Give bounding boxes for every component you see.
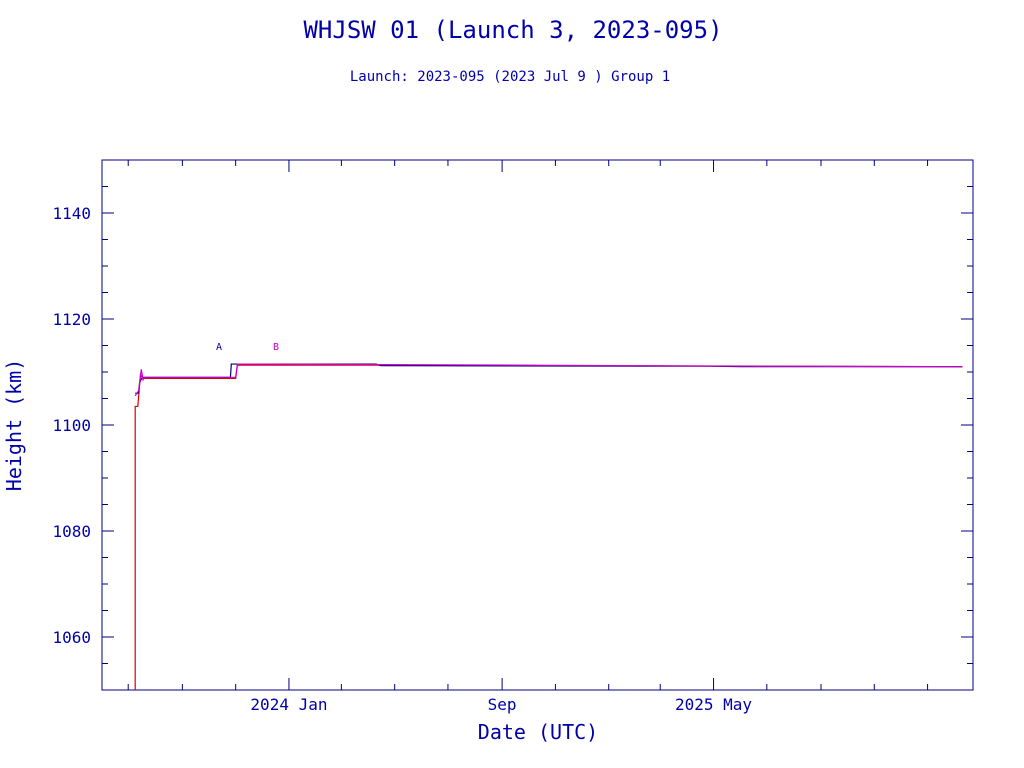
chart-title: WHJSW 01 (Launch 3, 2023-095) <box>303 16 722 44</box>
y-tick-label: 1140 <box>52 204 91 223</box>
x-tick-labels: 2024 Jan Sep 2025 May <box>250 695 752 714</box>
y-tick-label: 1120 <box>52 310 91 329</box>
axis-ticks <box>102 159 973 691</box>
y-axis-label: Height (km) <box>2 359 26 491</box>
x-axis-label: Date (UTC) <box>478 720 598 744</box>
x-tick-label: 2025 May <box>675 695 752 714</box>
series-layer <box>134 363 963 690</box>
series-line-b <box>134 363 963 397</box>
legend-label-b: B <box>273 342 279 353</box>
x-tick-label: 2024 Jan <box>250 695 327 714</box>
y-tick-labels: 1060 1080 1100 1120 1140 <box>52 204 91 647</box>
legend-label-a: A <box>216 342 222 353</box>
y-tick-label: 1060 <box>52 628 91 647</box>
chart-subtitle: Launch: 2023-095 (2023 Jul 9 ) Group 1 <box>350 69 670 85</box>
series-line-perigee <box>134 364 963 690</box>
x-tick-label: Sep <box>488 695 517 714</box>
y-tick-label: 1100 <box>52 416 91 435</box>
plot-area <box>101 159 974 691</box>
series-line-a <box>135 363 963 394</box>
y-tick-label: 1080 <box>52 522 91 541</box>
